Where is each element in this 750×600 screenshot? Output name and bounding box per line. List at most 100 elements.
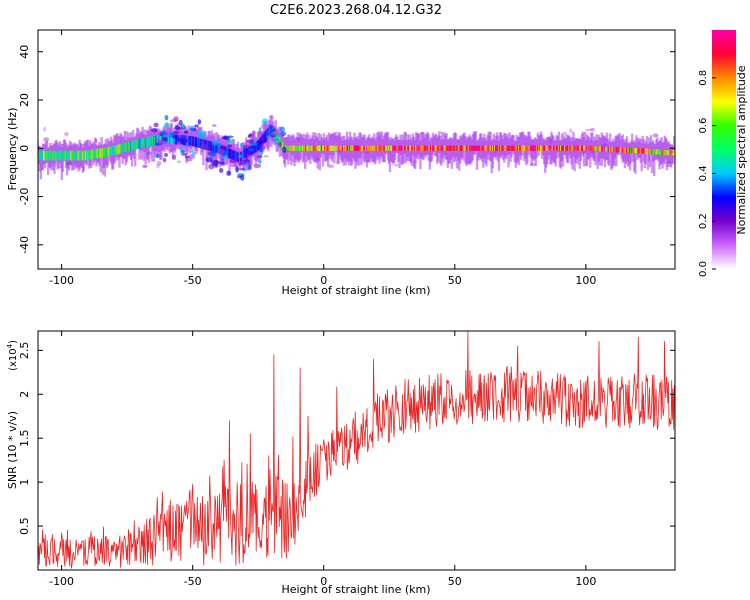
spectrogram-halo-cell (648, 142, 652, 168)
spectrogram-halo-cell (672, 136, 675, 157)
spectrogram-faint-blob (263, 155, 269, 158)
spectrogram-faint-blob (337, 148, 343, 154)
spectrogram-scatter-blob (266, 135, 272, 139)
spectrogram-faint-blob (50, 163, 57, 167)
colorbar-label: Normalized spectral amplitude (735, 65, 748, 234)
spectrogram-faint-blob (561, 131, 568, 137)
spectrogram-faint-blob (167, 134, 171, 137)
spectrogram-scatter-blob (260, 123, 269, 130)
spectrogram-faint-blob (155, 138, 159, 141)
spectrogram-scatter-blob (241, 157, 247, 161)
spectrogram-faint-blob (569, 128, 573, 134)
spectrogram-faint-blob (361, 150, 365, 154)
spectrogram-scatter-blob (151, 128, 158, 133)
spectrogram-halo-cell (99, 144, 102, 173)
spectrogram-scatter-blob (189, 125, 195, 132)
spectrogram-scatter-blob (219, 161, 225, 165)
spectrogram-faint-blob (487, 131, 492, 135)
spectrogram-scatter-blob (258, 152, 264, 155)
spectrogram-faint-blob (52, 163, 56, 166)
spectrogram-scatter-blob (173, 116, 179, 122)
snr-y-scale-label: (x104) (6, 340, 19, 371)
spectrogram-faint-blob (43, 137, 50, 142)
spectrogram-faint-blob (379, 154, 383, 160)
spectrogram-scatter-blob (168, 132, 175, 138)
snr-x-tick-label: -50 (184, 575, 202, 588)
spectrogram-scatter-blob (181, 123, 186, 129)
spectrogram-scatter-blob (162, 157, 167, 163)
spectrogram-faint-blob (274, 130, 277, 133)
colorbar-gradient (712, 30, 736, 269)
spectrogram-scatter-blob (278, 141, 282, 148)
spectrogram-faint-blob (384, 150, 390, 154)
colorbar-tick-label: 0.2 (698, 213, 709, 229)
spectrogram-faint-blob (115, 139, 120, 144)
spectrogram-scatter-blob (157, 139, 163, 145)
spectrogram-faint-blob (92, 159, 96, 164)
spectrogram-scatter-blob (272, 138, 281, 142)
spectrogram-x-tick-label: 50 (448, 274, 462, 287)
spectrogram-faint-blob (670, 150, 674, 154)
spectrogram-scatter-blob (198, 132, 207, 139)
spectrogram-faint-blob (147, 151, 153, 156)
spectrogram-scatter-blob (248, 138, 255, 145)
snr-x-axis-label: Height of straight line (km) (281, 583, 430, 596)
spectrogram-faint-blob (278, 130, 283, 136)
spectrogram-scatter-blob (226, 139, 235, 144)
spectrogram-faint-blob (652, 133, 659, 138)
spectrogram-faint-blob (142, 165, 148, 169)
spectrogram-y-axis-label: Frequency (Hz) (6, 108, 19, 191)
spectrogram-faint-blob (529, 162, 536, 167)
spectrogram-scatter-blob (257, 154, 263, 159)
spectrogram-scatter-blob (256, 139, 263, 145)
spectrogram-scatter-blob (163, 152, 169, 158)
spectrogram-faint-blob (341, 135, 345, 139)
spectrogram-scatter-blob (175, 143, 184, 150)
spectrogram-faint-blob (315, 157, 320, 161)
colorbar: 0.0 0.2 0.4 0.6 0.8 Normalized spectral ampl… (698, 30, 748, 277)
snr-frame (37, 330, 676, 571)
snr-y-axis-label: SNR (10 * v/v) (6, 411, 19, 489)
spectrogram-faint-blob (451, 141, 456, 144)
spectrogram-halo-cell (360, 137, 363, 165)
spectrogram-y-tick-label: 40 (18, 45, 31, 59)
spectrogram-scatter-blob (244, 164, 249, 171)
spectrogram-faint-blob (148, 153, 153, 158)
spectrogram-scatter-blob (164, 114, 169, 121)
spectrogram-faint-blob (549, 138, 552, 144)
spectrogram-scatter-blob (226, 135, 234, 139)
spectrogram-x-tick-label: 0 (320, 274, 327, 287)
spectrogram-scatter-blob (197, 119, 202, 125)
spectrogram-scatter-blob (180, 134, 187, 140)
spectrogram-scatter-blob (258, 158, 262, 164)
snr-panel: -100 -50 0 50 100 0.5 1 1.5 2 2.5 Height of stra… (6, 330, 676, 596)
spectrogram-scatter-blob (185, 157, 193, 162)
snr-y-tick-label: 1.5 (18, 429, 31, 447)
spectrogram-faint-blob (275, 144, 281, 150)
spectrogram-halo-cell (634, 142, 637, 174)
spectrogram-scatter-blob (211, 139, 219, 146)
spectrogram-scatter-blob (176, 137, 182, 142)
spectrogram-halo-cell (474, 131, 478, 151)
spectrogram-scatter-blob (159, 130, 167, 135)
spectrogram-frame (37, 29, 676, 270)
spectrogram-scatter-blob (171, 154, 177, 161)
spectrogram-faint-blob (246, 154, 251, 158)
spectrogram-scatter-blob (164, 122, 170, 129)
colorbar-tick-label: 0.6 (698, 118, 709, 134)
spectrogram-scatter-blob (194, 124, 199, 128)
spectrogram-scatter-blob (258, 131, 265, 135)
colorbar-tick-label: 0.8 (698, 70, 709, 86)
snr-series-line (38, 331, 675, 569)
spectrogram-scatter-blob (207, 151, 216, 157)
spectrogram-scatter-blob (162, 136, 168, 142)
spectrogram-x-ticks: -100 -50 0 50 100 (49, 30, 596, 287)
spectrogram-scatter-blob (180, 150, 185, 154)
spectrogram-scatter-blob (248, 148, 255, 152)
spectrogram-scatter-blob (229, 158, 237, 164)
snr-y-tick-label: 2.5 (18, 342, 31, 360)
spectrogram-scatter-blob (178, 119, 183, 126)
spectrogram-scatter-blob (270, 115, 274, 121)
spectrogram-scatter-blob (238, 168, 246, 171)
spectrogram-scatter-blob (261, 140, 268, 143)
